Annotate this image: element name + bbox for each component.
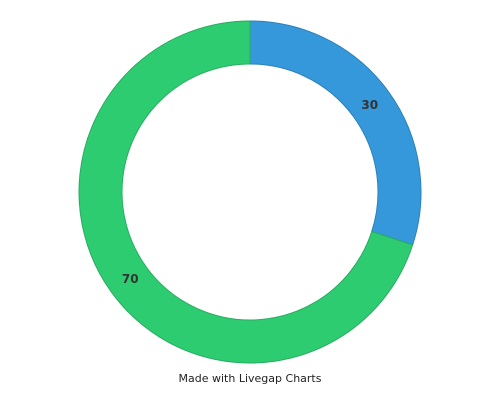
donut-slices	[78, 20, 422, 364]
slice-label-70: 70	[122, 272, 139, 286]
donut-labels: 30 70	[122, 98, 378, 286]
donut-slice-70	[78, 20, 414, 364]
donut-slice-30	[249, 20, 422, 246]
chart-credit: Made with Livegap Charts	[178, 372, 322, 385]
slice-label-30: 30	[361, 98, 378, 112]
